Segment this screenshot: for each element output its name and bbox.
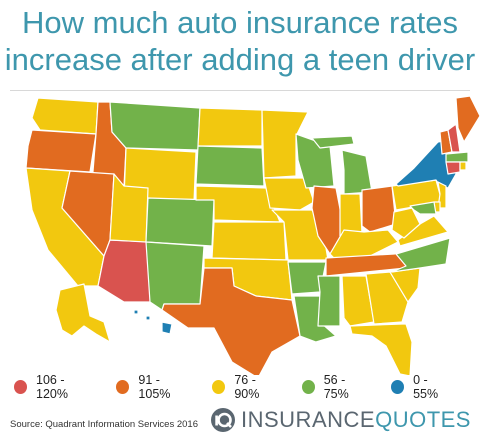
state-tx [161, 267, 301, 375]
legend-item: 76 - 90% [212, 373, 280, 401]
state-ny [395, 139, 457, 189]
state-nm [145, 241, 205, 311]
state-or [25, 129, 97, 173]
state-wv [391, 207, 421, 239]
legend-swatch [116, 380, 130, 394]
divider [10, 90, 470, 91]
state-hi [133, 309, 173, 335]
chart-title: How much auto insurance rates increase a… [0, 4, 480, 78]
title-line-1: How much auto insurance rates [22, 5, 458, 40]
legend-label: 76 - 90% [234, 373, 260, 401]
legend: 106 - 120% 91 - 105% 76 - 90% 56 - 75% 0 - 5… [14, 373, 474, 401]
state-in [339, 193, 363, 237]
state-nh [447, 123, 461, 153]
state-oh [361, 185, 397, 233]
state-nc [391, 237, 451, 273]
state-ms [317, 275, 341, 327]
iq-logo-icon [211, 408, 235, 432]
legend-swatch [391, 380, 405, 394]
state-ia [263, 177, 315, 211]
brand-name-part1: INSURANCE [241, 407, 376, 432]
legend-label: 0 - 55% [413, 373, 439, 401]
legend-item: 56 - 75% [301, 373, 370, 401]
brand-name-part2: QUOTES [375, 407, 471, 432]
legend-item: 106 - 120% [14, 373, 95, 401]
legend-swatch [212, 380, 226, 394]
brand-logo: INSURANCE QUOTES [210, 407, 471, 433]
legend-label: 106 - 120% [36, 373, 68, 401]
legend-swatch [301, 380, 315, 394]
state-me [455, 95, 480, 143]
state-wa [31, 97, 99, 135]
legend-item: 91 - 105% [116, 373, 191, 401]
state-ak [55, 283, 111, 343]
state-mt [109, 101, 201, 151]
state-ma [445, 151, 469, 163]
state-az [97, 239, 155, 303]
state-al [341, 275, 375, 327]
legend-item: 0 - 55% [391, 373, 453, 401]
state-nd [197, 107, 263, 147]
state-fl [349, 323, 413, 375]
state-mi [311, 135, 373, 195]
legend-label: 56 - 75% [323, 373, 349, 401]
state-sd [195, 145, 265, 187]
state-ct [445, 161, 461, 175]
state-co [145, 197, 215, 247]
state-ri [459, 161, 467, 171]
state-md [409, 201, 437, 215]
us-choropleth-map [25, 95, 480, 375]
legend-label: 91 - 105% [138, 373, 171, 401]
state-mn [261, 109, 309, 179]
source-note: Source: Quadrant Information Services 20… [10, 419, 198, 430]
title-line-2: increase after adding a teen driver [4, 42, 476, 77]
legend-swatch [14, 380, 28, 394]
state-ks [211, 221, 287, 261]
